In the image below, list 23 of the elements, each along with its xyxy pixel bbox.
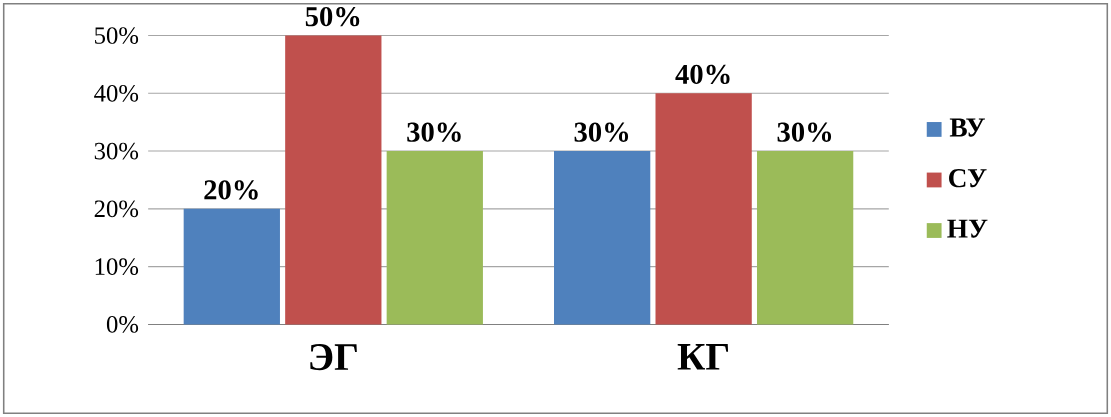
x-tick-label: КГ [677,344,729,370]
data-label: 40% [675,64,730,85]
bar [183,208,280,325]
bar [285,35,382,325]
bar [554,151,651,325]
data-label: 20% [204,180,258,200]
data-label: 30% [777,122,832,142]
bar [655,93,752,325]
y-tick-label: 50% [95,27,139,44]
y-tick-label: 20% [94,200,139,218]
bar [756,151,854,325]
y-tick-label: 30% [94,142,139,160]
legend-label: СУ [949,168,987,188]
y-tick-label: 10% [95,258,139,276]
legend-label: НУ [947,219,988,238]
x-tick-label: ЭГ [310,344,357,371]
data-label: 30% [407,122,461,142]
y-tick-label: 0% [106,316,139,333]
bar [386,151,483,325]
legend-label: ВУ [949,118,985,137]
data-label: 30% [574,122,629,142]
data-label: 50% [305,6,360,27]
y-tick-label: 40% [94,84,139,102]
